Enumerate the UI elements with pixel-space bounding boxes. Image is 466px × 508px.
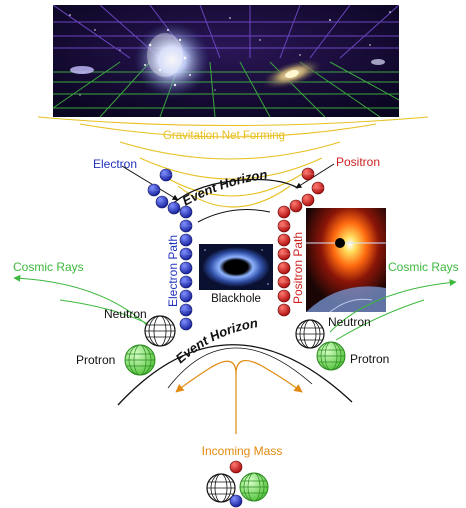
- electron-particles: [147, 168, 193, 331]
- cosmic-rays-left: [13, 274, 153, 327]
- stars: [69, 11, 391, 96]
- event-horizon-upper-curve: [167, 178, 299, 209]
- positron-path-label: Positron Path: [291, 232, 305, 304]
- event-horizon-lower-inner-curve: [167, 347, 313, 389]
- blackhole-label: Blackhole: [211, 293, 261, 305]
- protron-right-sphere: [316, 341, 346, 371]
- protron-left-label: Protron: [76, 353, 115, 367]
- neutron-right-label: Neutron: [328, 315, 371, 329]
- gravitation-label: Gravitation Net Forming: [163, 130, 285, 142]
- purple-grid: [53, 5, 399, 59]
- galaxy-image: [134, 22, 210, 98]
- protron-right-label: Protron: [350, 352, 389, 366]
- positron-label: Positron: [336, 155, 380, 169]
- small-galaxy-image: [70, 66, 94, 74]
- positron-pointer: [295, 163, 335, 189]
- incoming-mass-label: Incoming Mass: [202, 444, 283, 458]
- event-horizon-top-label: Event Horizon: [180, 167, 269, 209]
- incoming-mass-cluster: [206, 460, 269, 508]
- protron-left-sphere: [124, 344, 156, 376]
- cosmic-rays-right-label: Cosmic Rays: [388, 260, 459, 274]
- electron-particle: [229, 494, 243, 508]
- electron-label: Electron: [93, 157, 137, 171]
- electron-pointer: [121, 165, 179, 201]
- gravitation-net: [37, 116, 429, 208]
- spiral-galaxy-image: [261, 58, 323, 90]
- protron-sphere: [239, 472, 269, 502]
- event-horizon-lower-curve: [117, 344, 353, 406]
- blackhole-image: [199, 244, 273, 290]
- neutron-left-label: Neutron: [104, 307, 147, 321]
- event-horizon-upper-inner-curve: [197, 209, 271, 223]
- positron-particles: [277, 167, 325, 317]
- neutron-right-sphere: [295, 319, 325, 349]
- neutron-left-sphere: [144, 315, 176, 347]
- cosmic-rays-right: [329, 279, 457, 341]
- cosmic-rays-left-label: Cosmic Rays: [13, 260, 84, 274]
- incoming-mass-flow: [175, 359, 303, 434]
- space-banner: [53, 5, 399, 117]
- neutron-sphere: [206, 473, 236, 503]
- accretion-disk-image: [306, 208, 386, 313]
- electron-path-label: Electron Path: [166, 235, 180, 307]
- positron-particle: [229, 460, 243, 474]
